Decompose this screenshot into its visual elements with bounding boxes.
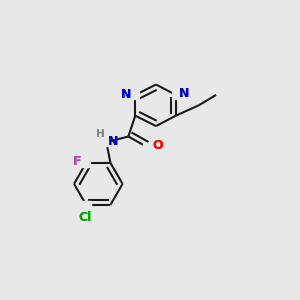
Text: Cl: Cl	[78, 211, 92, 224]
Bar	[82, 159, 90, 167]
Text: N: N	[108, 135, 118, 148]
Text: H: H	[97, 130, 105, 140]
Text: O: O	[153, 139, 163, 152]
Text: F: F	[73, 155, 82, 168]
Bar	[103, 138, 110, 146]
Text: N: N	[179, 87, 190, 100]
Text: N: N	[108, 135, 118, 148]
Bar	[132, 91, 139, 99]
Bar	[81, 201, 92, 209]
Text: N: N	[121, 88, 131, 101]
Text: N: N	[179, 87, 190, 100]
Text: O: O	[153, 139, 163, 152]
Bar	[143, 143, 151, 151]
Text: N: N	[121, 88, 131, 101]
Bar	[172, 91, 179, 99]
Text: F: F	[73, 155, 82, 168]
Text: Cl: Cl	[78, 211, 92, 224]
Text: H: H	[97, 130, 105, 140]
